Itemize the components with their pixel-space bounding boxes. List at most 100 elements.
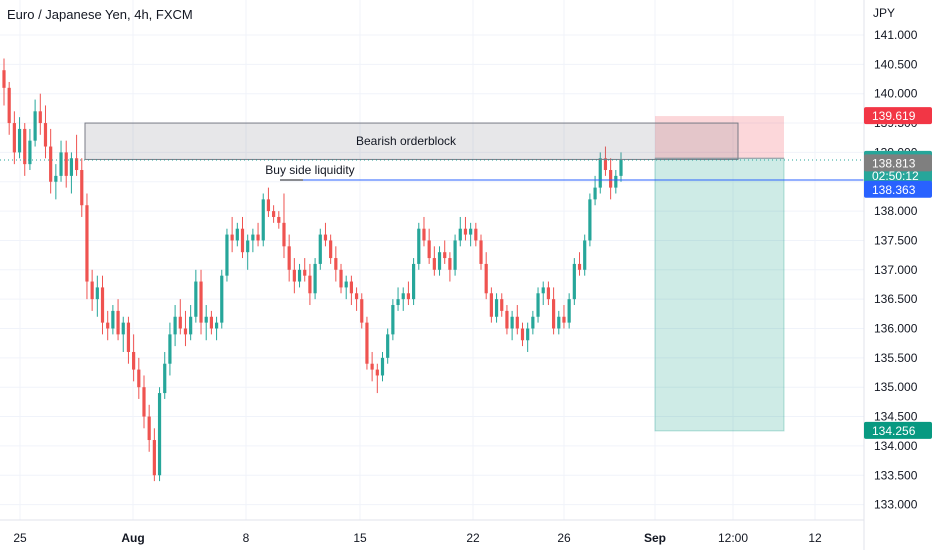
candle-body <box>614 175 618 188</box>
candle-body <box>287 246 291 270</box>
candle-body <box>225 234 229 276</box>
candle-body <box>360 299 364 323</box>
price-tick-label: 137.500 <box>874 233 918 247</box>
candle-body <box>199 281 203 323</box>
candle-body <box>204 316 208 323</box>
candles-layer <box>2 58 623 482</box>
candle-body <box>240 228 245 253</box>
candle-body <box>282 222 286 247</box>
candle-body <box>111 310 115 329</box>
candle-body <box>147 416 151 441</box>
candle-body <box>583 240 587 270</box>
candle-body <box>479 240 483 264</box>
candle-body <box>526 328 530 341</box>
candle-body <box>619 160 623 176</box>
price-tick-label: 140.500 <box>874 57 918 71</box>
time-tick-label: Aug <box>121 531 144 545</box>
candle-body <box>448 258 452 270</box>
candle-body <box>251 234 255 241</box>
candle-body <box>2 70 6 88</box>
candle-body <box>90 281 94 300</box>
take-profit-zone[interactable] <box>654 157 785 432</box>
price-tick-label: 136.000 <box>874 322 918 336</box>
candle-body <box>577 263 582 270</box>
candle-body <box>536 293 540 317</box>
candle-body <box>437 252 442 270</box>
candle-body <box>194 281 198 317</box>
candle-body <box>469 228 473 235</box>
candle-body <box>339 269 343 288</box>
candle-body <box>354 293 359 300</box>
candle-body <box>95 287 99 300</box>
candle-body <box>463 228 468 235</box>
price-tick-label: 135.000 <box>874 380 918 394</box>
candle-body <box>391 305 395 335</box>
price-tick-label: 137.000 <box>874 263 918 277</box>
price-tick-label: 141.000 <box>874 28 918 42</box>
price-axis: 133.000 133.500 134.000 134.500 135.000 135.5… <box>863 0 918 550</box>
candle-body <box>308 275 312 294</box>
time-tick-label: 26 <box>557 531 571 545</box>
time-tick-label: 8 <box>243 531 250 545</box>
drawing-zones[interactable] <box>654 116 785 432</box>
candle-body <box>157 393 162 476</box>
candle-body <box>121 322 125 335</box>
price-tick-label: 134.500 <box>874 410 918 424</box>
chart-title: Euro / Japanese Yen, 4h, FXCM <box>7 7 193 22</box>
candle-body <box>365 322 369 364</box>
candle-body <box>137 369 141 388</box>
candle-body <box>85 205 89 282</box>
candle-body <box>49 146 53 182</box>
candle-body <box>510 316 514 329</box>
candle-body <box>432 258 436 270</box>
candle-body <box>593 187 597 200</box>
candle-body <box>189 316 193 335</box>
time-tick-label: Sep <box>644 531 666 545</box>
candle-body <box>12 123 16 153</box>
price-tick-label: 138.000 <box>874 204 918 218</box>
candle-body <box>572 263 576 300</box>
candle-body <box>489 293 493 317</box>
candle-body <box>246 240 250 253</box>
candle-body <box>116 310 120 335</box>
candle-body <box>422 228 426 241</box>
candle-body <box>183 328 188 335</box>
candle-body <box>453 240 457 270</box>
candle-body <box>500 299 504 311</box>
candle-body <box>106 322 110 329</box>
candle-body <box>329 240 333 259</box>
candle-body <box>443 252 447 259</box>
candle-body <box>417 228 421 264</box>
time-tick-label: 15 <box>353 531 367 545</box>
axis-currency: JPY <box>873 6 896 20</box>
candle-body <box>598 158 602 188</box>
candle-body <box>494 299 499 317</box>
orderblock-rectangle[interactable] <box>84 122 739 160</box>
candle-body <box>297 269 302 282</box>
drawing-overlays[interactable]: Bearish orderblock Buy side liquidity <box>0 122 864 181</box>
liquidity-label: Buy side liquidity <box>265 163 354 177</box>
orderblock-label: Bearish orderblock <box>356 134 457 148</box>
candle-body <box>412 263 416 300</box>
candle-body <box>609 170 613 188</box>
level-price-tag-label: 138.813 <box>872 156 916 170</box>
time-axis: 25 Aug 8 15 22 26 Sep 12:00 12 <box>0 519 864 545</box>
candle-body <box>17 128 22 153</box>
time-tick-label: 12 <box>808 531 822 545</box>
price-tick-label: 136.500 <box>874 292 918 306</box>
candle-body <box>261 199 265 241</box>
candle-body <box>515 316 519 329</box>
candle-body <box>344 281 348 288</box>
price-tick-label: 133.000 <box>874 498 918 512</box>
candle-body <box>126 322 131 352</box>
candle-body <box>303 269 307 276</box>
candle-body <box>209 316 213 329</box>
candle-body <box>484 263 488 294</box>
price-tick-label: 140.000 <box>874 87 918 101</box>
candle-body <box>230 234 234 241</box>
candle-body <box>370 363 374 370</box>
candle-body <box>28 140 32 165</box>
candle-body <box>562 316 566 323</box>
candle-body <box>100 287 105 323</box>
